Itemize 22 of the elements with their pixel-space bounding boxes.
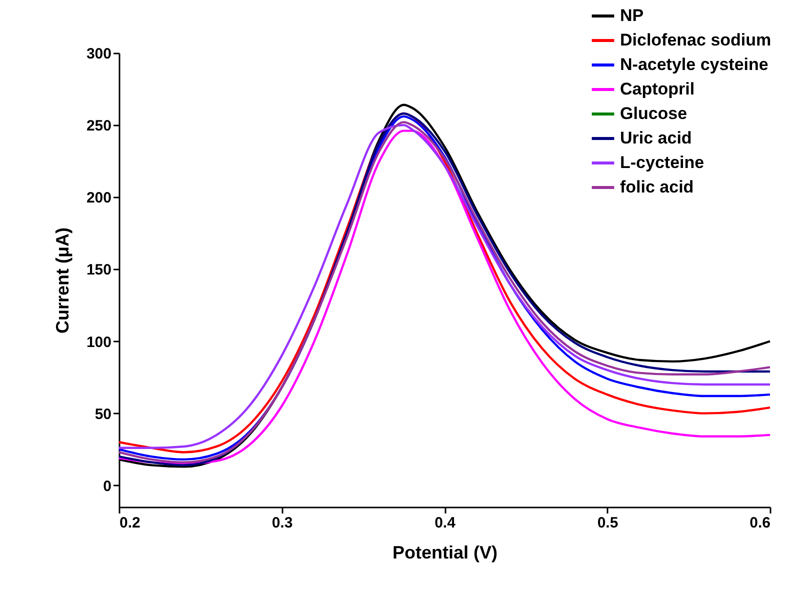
x-tick-label: 0.2 xyxy=(120,514,140,532)
legend-label: N-acetyle cysteine xyxy=(620,55,768,74)
y-tick-label: 100 xyxy=(86,334,112,351)
x-axis-title: Potential (V) xyxy=(392,542,498,562)
y-tick-label: 200 xyxy=(86,190,112,207)
legend-label: Glucose xyxy=(620,104,688,123)
legend-label: Captopril xyxy=(620,80,695,98)
legend-label: folic acid xyxy=(620,178,694,196)
legend-label: Uric acid xyxy=(620,128,692,148)
x-tick-label: 0.5 xyxy=(597,514,618,532)
y-tick-label: 300 xyxy=(86,46,112,62)
y-tick-label: 250 xyxy=(86,118,112,135)
y-tick-label: 0 xyxy=(103,478,112,495)
x-tick-label: 0.4 xyxy=(434,514,456,532)
legend-label: L-cycteine xyxy=(620,153,704,172)
y-axis-title: Current (μA) xyxy=(52,227,72,334)
x-tick-label: 0.6 xyxy=(750,514,770,532)
legend-label: Diclofenac sodium xyxy=(620,30,772,50)
y-tick-label: 50 xyxy=(94,406,112,423)
legend-label: NP xyxy=(620,6,644,25)
y-tick-label: 150 xyxy=(86,262,112,279)
x-tick-label: 0.3 xyxy=(272,514,293,532)
